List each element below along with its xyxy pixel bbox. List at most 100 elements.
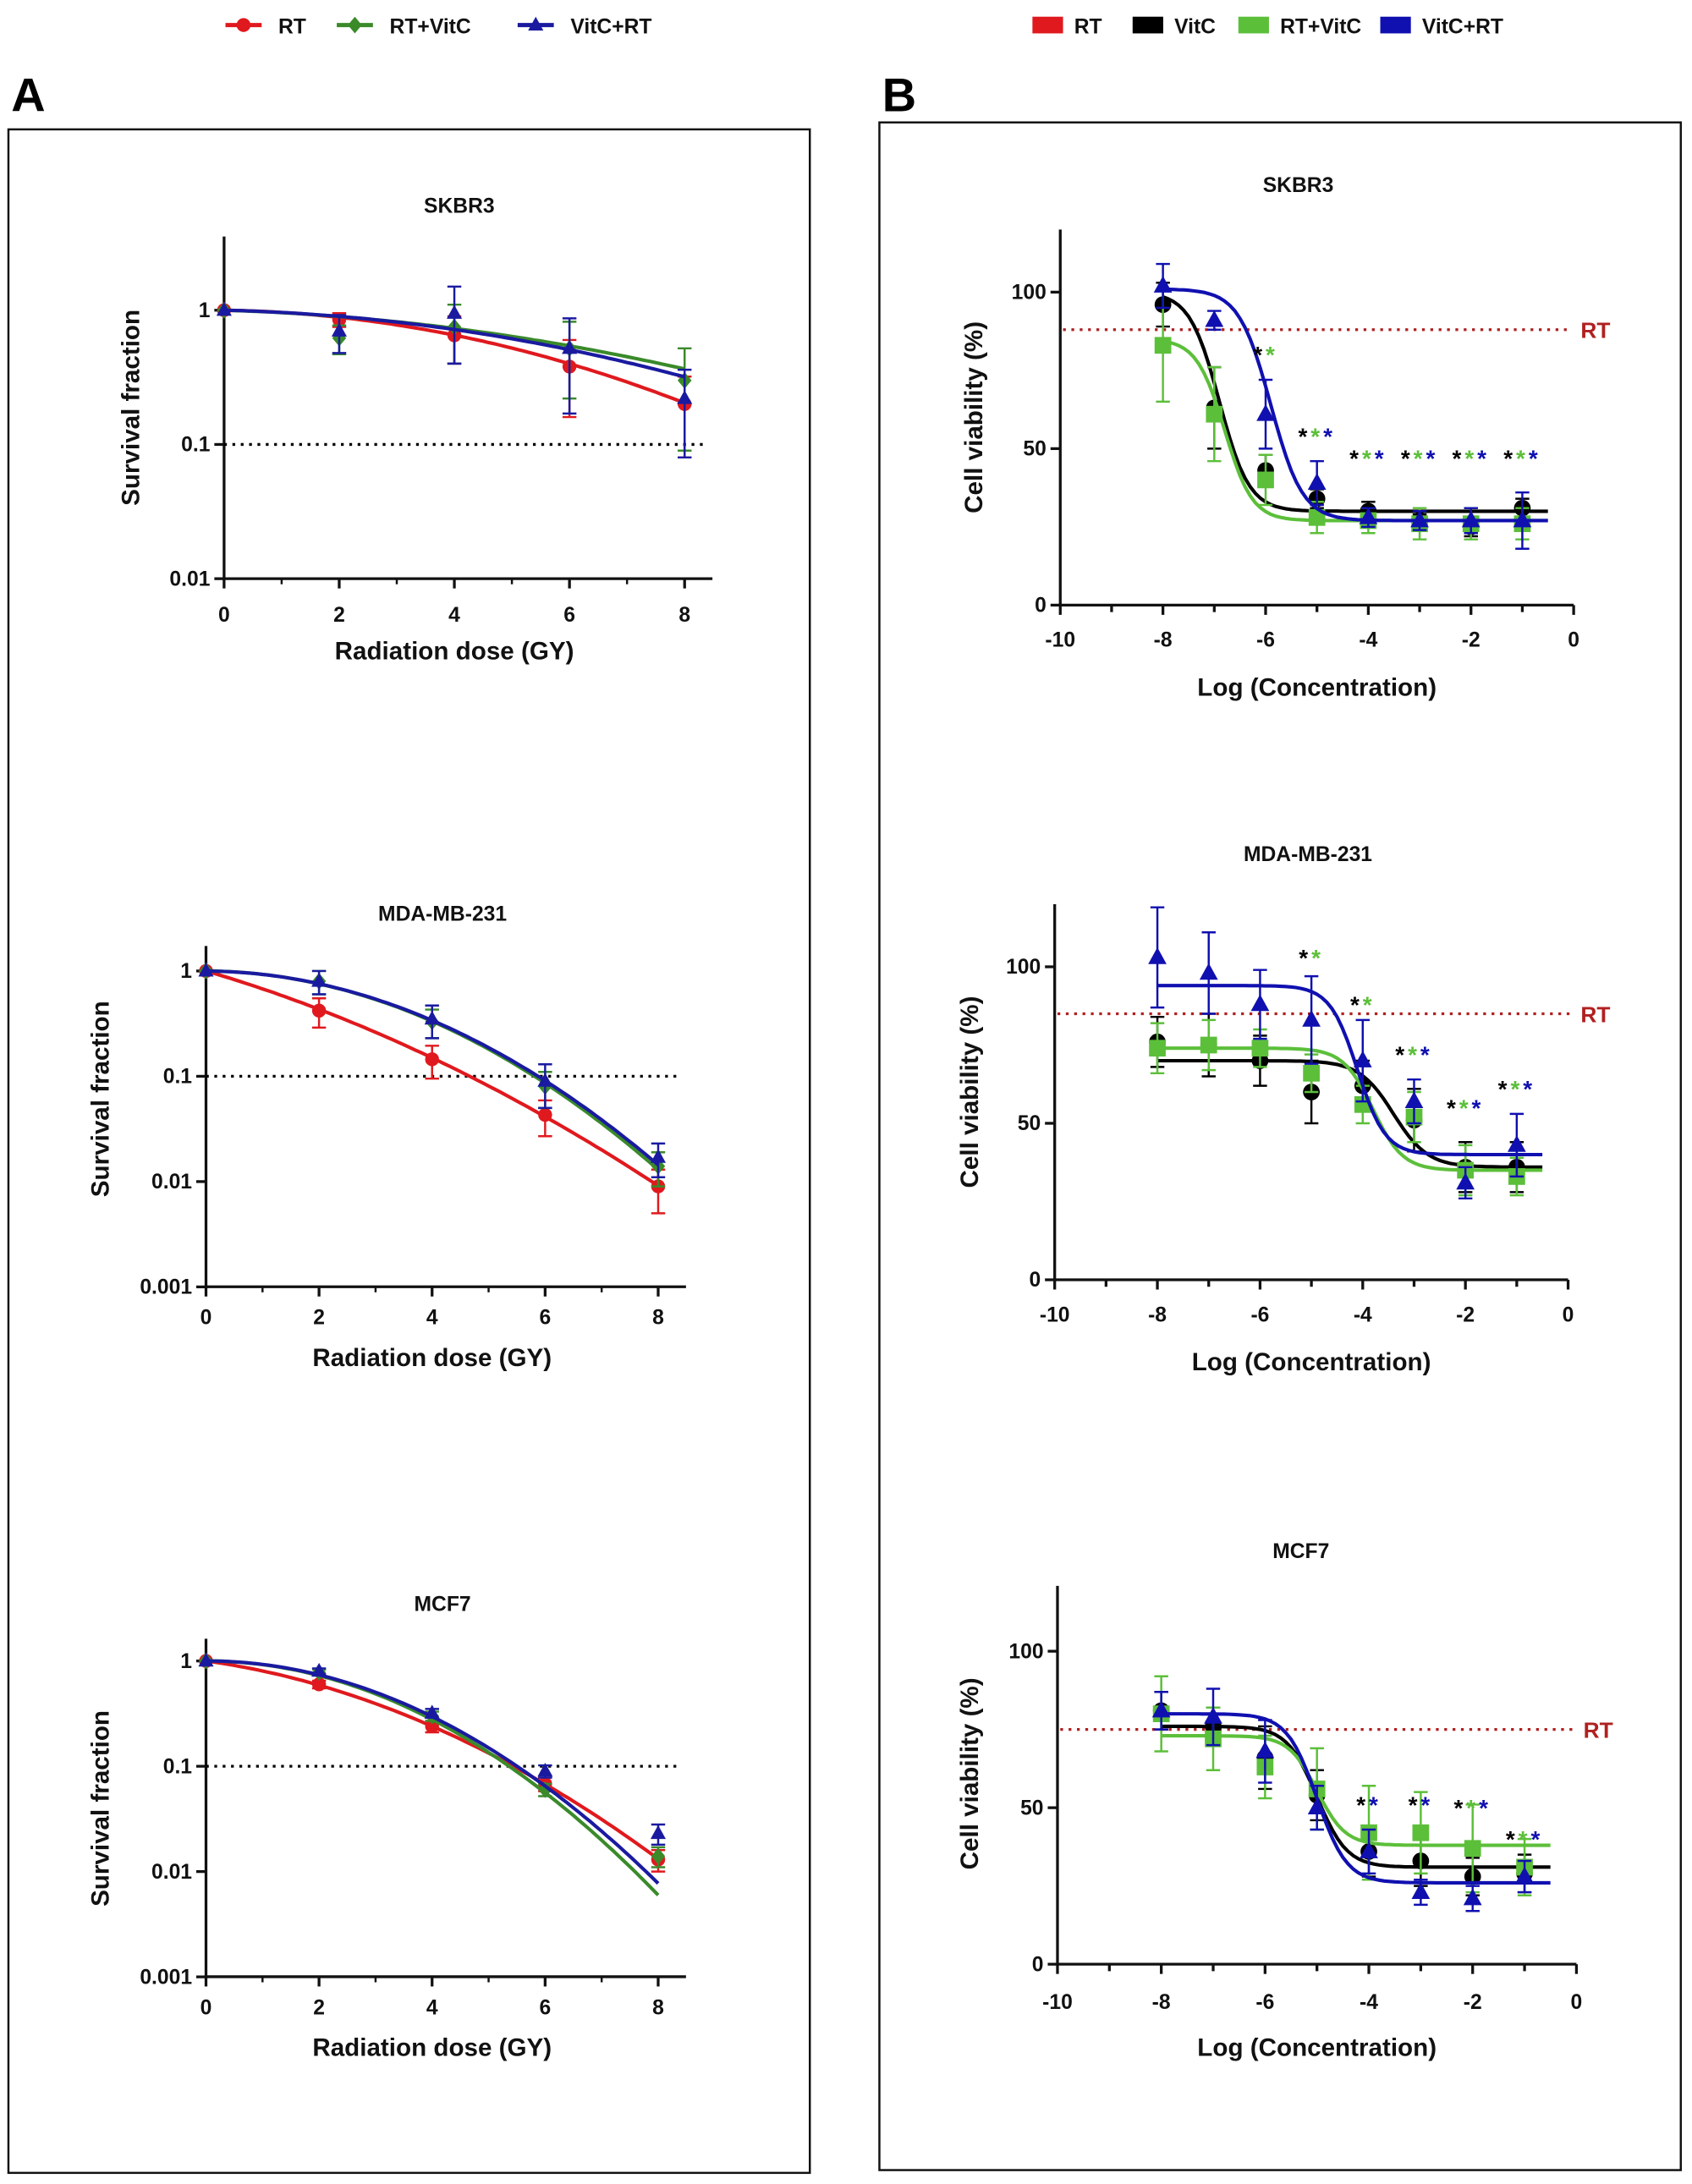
significance-stars: * * * xyxy=(1395,1041,1430,1067)
data-point xyxy=(216,301,232,316)
x-tick-label: -6 xyxy=(1255,1991,1274,2014)
data-point xyxy=(311,1003,327,1018)
y-tick-label: 1 xyxy=(199,299,211,322)
significance-star: * xyxy=(1529,445,1538,471)
significance-stars: * * * xyxy=(1498,1076,1533,1102)
y-tick-label: 50 xyxy=(1018,1112,1041,1135)
significance-star: * xyxy=(1266,342,1275,368)
reference-line-label: RT xyxy=(1580,1001,1610,1027)
y-tick-label: 0 xyxy=(1035,595,1047,617)
x-tick-label: -4 xyxy=(1354,1303,1372,1326)
panel-b-letter: B xyxy=(882,69,916,122)
data-point xyxy=(650,1825,667,1840)
data-point xyxy=(1302,1010,1321,1027)
legend-label: RT+VitC xyxy=(390,15,471,38)
data-point xyxy=(1456,1172,1475,1190)
x-tick-label: 0 xyxy=(201,1996,212,2019)
x-tick-label: -10 xyxy=(1045,629,1075,652)
x-tick-label: 2 xyxy=(333,604,345,627)
x-tick-label: 4 xyxy=(448,604,460,627)
x-tick-label: -2 xyxy=(1464,1991,1482,2014)
significance-star: * xyxy=(1459,1095,1469,1121)
significance-stars: * * * xyxy=(1453,445,1487,471)
data-point xyxy=(1307,1797,1327,1815)
data-point xyxy=(1515,1866,1534,1884)
data-point xyxy=(1256,403,1275,421)
series-vitc-plus-rt xyxy=(1148,906,1543,1200)
y-axis-label: Survival fraction xyxy=(118,310,146,506)
significance-star: * xyxy=(1503,445,1513,471)
data-point xyxy=(1308,508,1326,526)
significance-stars: * * * xyxy=(1503,445,1538,471)
x-tick-label: 8 xyxy=(678,604,690,627)
significance-stars: * * xyxy=(1350,991,1372,1018)
legend-swatch xyxy=(1380,16,1411,34)
x-tick-label: -8 xyxy=(1148,1303,1167,1326)
legend-swatch xyxy=(1238,16,1269,34)
legend-item: RT xyxy=(1032,15,1102,38)
y-tick-label: 0.01 xyxy=(151,1171,192,1194)
x-tick-label: 6 xyxy=(563,604,575,627)
chart-a-skbr3: SKBR3 0 2 4 6 8 1 0.1 0.01 Radiation dose (GY) Sur… xyxy=(118,195,713,666)
significance-star: * xyxy=(1311,945,1321,971)
data-point xyxy=(1303,1064,1320,1082)
significance-star: * xyxy=(1426,445,1435,471)
significance-star: * xyxy=(1409,1792,1418,1818)
legend-item: VitC xyxy=(1132,15,1216,38)
significance-star: * xyxy=(1519,1826,1528,1852)
significance-star: * xyxy=(1510,1076,1519,1102)
y-tick-label: 100 xyxy=(1006,956,1041,979)
data-point xyxy=(1204,1706,1222,1724)
significance-star: * xyxy=(1350,991,1360,1018)
data-point xyxy=(1463,1888,1482,1906)
x-axis-label: Radiation dose (GY) xyxy=(335,638,574,666)
data-point xyxy=(1464,1840,1481,1857)
x-axis-label: Log (Concentration) xyxy=(1197,673,1437,701)
y-axis-label: Survival fraction xyxy=(86,1001,114,1197)
data-point xyxy=(1200,1036,1217,1054)
y-tick-label: 0.001 xyxy=(140,1276,192,1299)
data-point xyxy=(1153,276,1173,293)
significance-star: * xyxy=(1464,445,1474,471)
significance-star: * xyxy=(1420,1792,1430,1818)
legend-label: RT xyxy=(278,15,306,38)
x-tick-label: 2 xyxy=(313,1996,325,2019)
legend-item: VitC+RT xyxy=(517,15,652,38)
series-rt-plus-vitc xyxy=(199,1652,666,1896)
data-point xyxy=(1257,471,1274,489)
fit-curve xyxy=(1157,1046,1543,1172)
diamond-marker-icon xyxy=(348,16,362,34)
fit-curve xyxy=(1161,1712,1551,1885)
legend-label: RT xyxy=(1074,15,1102,38)
significance-star: * xyxy=(1323,423,1332,449)
data-point xyxy=(1513,510,1532,528)
y-tick-label: 100 xyxy=(1008,1640,1043,1663)
y-tick-label: 1 xyxy=(180,960,192,983)
significance-star: * xyxy=(1453,445,1462,471)
legend-label: VitC xyxy=(1174,15,1216,38)
y-tick-label: 0 xyxy=(1030,1269,1041,1292)
series-rt-plus-vitc xyxy=(1149,1018,1543,1197)
significance-stars: * * * xyxy=(1401,445,1436,471)
x-tick-label: -2 xyxy=(1462,629,1480,652)
significance-star: * xyxy=(1477,445,1486,471)
significance-star: * xyxy=(1408,1041,1417,1067)
chart-b-mcf7: MCF7 -10 -8 -6 -4 -2 0 0 50 100 Log (Concentration… xyxy=(956,1540,1612,2062)
chart-b-skbr3: SKBR3 -10 -8 -6 -4 -2 0 0 50 100 Log (Concentratio… xyxy=(960,174,1610,701)
data-point xyxy=(311,973,327,987)
significance-star: * xyxy=(1420,1041,1430,1067)
x-tick-label: -6 xyxy=(1256,629,1275,652)
panel-b-frame xyxy=(878,121,1682,2171)
fit-curve xyxy=(1161,1724,1551,1869)
y-tick-label: 50 xyxy=(1023,438,1046,461)
data-point xyxy=(1199,963,1218,980)
fit-curve xyxy=(206,1659,660,1896)
legend-item: RT xyxy=(225,15,306,38)
data-point xyxy=(311,1677,327,1692)
legend-swatch xyxy=(1032,16,1063,34)
y-tick-label: 1 xyxy=(180,1650,192,1673)
chart-a-mda-mb-231: MDA-MB-231 0 2 4 6 8 1 0.1 0.01 0.001 Radiation do… xyxy=(86,903,686,1372)
y-tick-label: 0.001 xyxy=(140,1966,192,1989)
x-tick-label: 4 xyxy=(426,1307,438,1330)
data-point xyxy=(1359,507,1378,524)
